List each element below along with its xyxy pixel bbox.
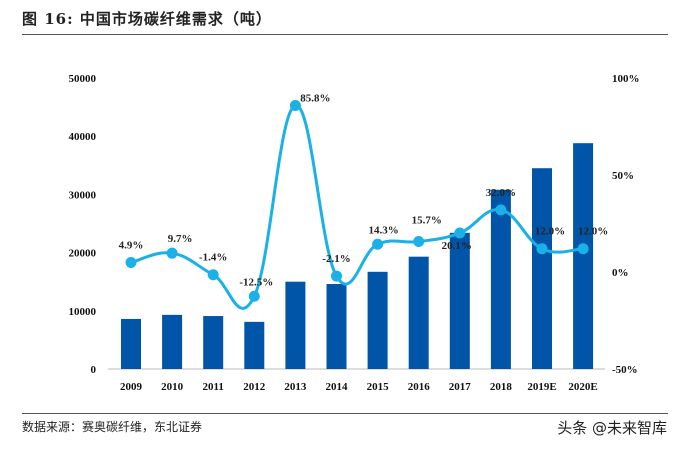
x-tick-label: 2011 (202, 381, 223, 393)
data-label: 15.7% (412, 215, 442, 227)
bar (449, 232, 470, 369)
growth-point (248, 290, 260, 302)
bar (573, 143, 594, 369)
bar (532, 168, 552, 369)
bar (162, 314, 183, 369)
growth-point (495, 204, 507, 216)
y-left-tick-label: 10000 (69, 306, 97, 318)
data-label: -12.5% (239, 276, 273, 288)
growth-point (289, 100, 301, 112)
data-label: 85.8% (300, 93, 330, 105)
footer-divider (22, 413, 668, 414)
bar (285, 281, 306, 369)
x-tick-label: 2010 (161, 381, 184, 393)
growth-point (372, 238, 384, 250)
source-note: 数据来源：赛奥碳纤维，东北证券 (22, 420, 203, 434)
growth-point (207, 269, 219, 281)
x-tick-label: 2020E (568, 381, 597, 393)
x-tick-label: 2013 (284, 381, 307, 393)
bar (408, 256, 429, 369)
data-label: 20.1% (442, 240, 472, 252)
x-tick-label: 2015 (367, 381, 390, 393)
y-right-tick-label: 0% (612, 267, 629, 279)
bar (203, 316, 224, 369)
x-tick-label: 2019E (527, 381, 556, 393)
bar (367, 271, 388, 369)
data-label: 14.3% (368, 224, 398, 236)
data-label: -1.4% (199, 252, 227, 264)
growth-point (577, 243, 589, 255)
x-tick-label: 2017 (449, 381, 472, 393)
y-left-tick-label: 30000 (69, 189, 97, 201)
growth-point (331, 270, 342, 282)
x-tick-label: 2014 (326, 381, 349, 393)
growth-line (130, 104, 584, 310)
y-right-tick-label: -50% (612, 364, 638, 376)
bar (244, 321, 265, 369)
growth-point (413, 236, 425, 248)
bar (326, 284, 347, 369)
watermark: 头条 @未来智库 (557, 419, 667, 437)
y-left-tick-label: 40000 (69, 131, 97, 143)
data-label: 12.0% (578, 226, 608, 238)
data-label: 4.9% (119, 239, 144, 251)
y-right-tick-label: 100% (612, 73, 640, 85)
y-left-tick-label: 0 (91, 364, 97, 376)
x-tick-label: 2009 (120, 381, 143, 393)
growth-point (166, 247, 178, 259)
y-right-tick-label: 50% (612, 170, 634, 182)
y-left-tick-label: 20000 (69, 248, 97, 260)
bar (490, 189, 511, 369)
data-label: 12.0% (535, 226, 565, 238)
title-divider (22, 34, 668, 35)
data-label: 32.0% (486, 187, 516, 199)
data-label: -2.1% (322, 253, 350, 265)
x-tick-label: 2016 (408, 381, 431, 393)
growth-point (125, 256, 137, 268)
x-tick-label: 2012 (243, 381, 266, 393)
growth-point (536, 243, 548, 255)
chart: 0 10000 20000 30000 40000 50000 -50% 0% 50% 100% 2… (69, 73, 640, 393)
page-title: 图 16: 中国市场碳纤维需求（吨） (22, 10, 272, 28)
bar (121, 318, 141, 369)
y-left-tick-label: 50000 (69, 73, 97, 85)
x-tick-label: 2018 (490, 381, 513, 393)
data-label: 9.7% (168, 233, 193, 245)
growth-point (454, 227, 466, 239)
